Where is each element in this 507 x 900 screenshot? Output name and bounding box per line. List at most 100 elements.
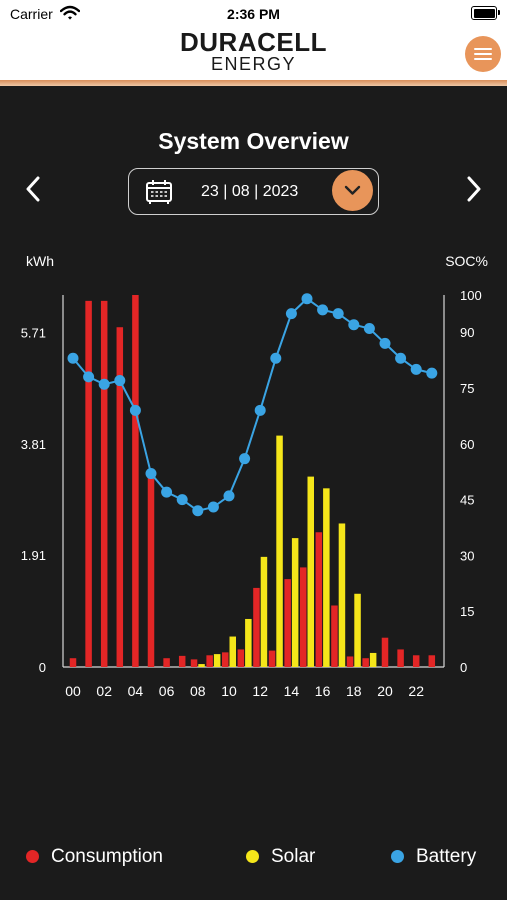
battery-point bbox=[145, 468, 157, 480]
status-bar: Carrier 2:36 PM bbox=[0, 0, 507, 28]
carrier-label: Carrier bbox=[10, 6, 53, 22]
x-tick-label: 22 bbox=[408, 683, 424, 699]
brand-sub: ENERGY bbox=[210, 54, 297, 74]
battery-line bbox=[72, 297, 433, 512]
right-tick-label: 15 bbox=[460, 604, 474, 619]
legend-label: Consumption bbox=[51, 846, 163, 867]
battery-point bbox=[332, 308, 344, 320]
header-accent-strip bbox=[0, 80, 507, 86]
next-day-button[interactable] bbox=[465, 176, 483, 202]
consumption-bar bbox=[163, 658, 170, 667]
consumption-bar bbox=[346, 656, 354, 667]
legend-consumption: Consumption bbox=[26, 846, 163, 868]
battery-point bbox=[379, 337, 391, 349]
right-tick-label: 90 bbox=[460, 325, 474, 340]
battery-point bbox=[114, 375, 126, 387]
battery-point bbox=[270, 352, 282, 364]
battery-point bbox=[395, 352, 407, 364]
battery-point bbox=[254, 404, 266, 416]
battery-point bbox=[98, 378, 110, 390]
x-tick-label: 14 bbox=[284, 683, 300, 699]
battery-point bbox=[192, 505, 204, 517]
consumption-bar bbox=[428, 655, 436, 667]
consumption-bar bbox=[190, 659, 198, 667]
menu-button[interactable] bbox=[465, 36, 501, 72]
x-tick-label: 16 bbox=[315, 683, 331, 699]
battery-point bbox=[176, 494, 188, 506]
left-tick-label: 1.91 bbox=[21, 548, 46, 563]
page-title: System Overview bbox=[158, 128, 349, 154]
x-tick-label: 02 bbox=[96, 683, 112, 699]
left-tick-label: 0 bbox=[39, 660, 46, 675]
consumption-bar bbox=[412, 655, 420, 667]
selected-date: 23 | 08 | 2023 bbox=[201, 183, 299, 200]
consumption-bar bbox=[362, 658, 369, 667]
chevron-down-icon bbox=[344, 185, 361, 195]
legend-label: Battery bbox=[416, 846, 477, 867]
consumption-bar bbox=[100, 300, 108, 667]
battery-point bbox=[83, 371, 95, 383]
x-tick-label: 18 bbox=[346, 683, 362, 699]
clock: 2:36 PM bbox=[227, 6, 280, 22]
solar-bar bbox=[198, 664, 205, 667]
consumption-bar bbox=[315, 532, 323, 667]
consumption-bar bbox=[147, 476, 155, 667]
left-axis-label: kWh bbox=[26, 253, 54, 269]
battery-point bbox=[363, 322, 375, 334]
right-axis-label: SOC% bbox=[445, 253, 488, 269]
battery-icon bbox=[471, 6, 500, 20]
previous-day-button[interactable] bbox=[24, 176, 42, 202]
consumption-bar bbox=[222, 652, 229, 667]
battery-swatch bbox=[391, 850, 404, 863]
right-tick-label: 75 bbox=[460, 381, 474, 396]
consumption-bar bbox=[397, 649, 404, 667]
solar-bar bbox=[307, 476, 314, 667]
battery-point bbox=[239, 453, 251, 465]
battery-point bbox=[67, 352, 79, 364]
x-tick-label: 04 bbox=[128, 683, 144, 699]
consumption-bar bbox=[268, 650, 276, 667]
solar-bar bbox=[369, 652, 377, 667]
solar-bar bbox=[245, 618, 252, 667]
consumption-swatch bbox=[26, 850, 39, 863]
left-tick-label: 5.71 bbox=[21, 325, 46, 340]
consumption-bar bbox=[237, 649, 245, 667]
date-picker[interactable]: 23 | 08 | 2023 bbox=[128, 168, 379, 215]
solar-bar bbox=[323, 488, 330, 667]
right-tick-label: 0 bbox=[460, 660, 467, 675]
x-tick-label: 00 bbox=[65, 683, 81, 699]
calendar-icon bbox=[146, 180, 172, 204]
brand-logo: DURACELL ENERGY bbox=[0, 28, 507, 74]
x-tick-label: 20 bbox=[377, 683, 393, 699]
solar-bar bbox=[260, 556, 268, 667]
right-tick-label: 45 bbox=[460, 493, 474, 508]
battery-point bbox=[301, 293, 313, 305]
solar-bar bbox=[291, 538, 299, 667]
battery-point bbox=[426, 367, 438, 379]
consumption-bar bbox=[85, 300, 92, 667]
battery-point bbox=[223, 490, 235, 502]
consumption-bar bbox=[331, 605, 338, 667]
solar-swatch bbox=[246, 850, 259, 863]
date-dropdown-button[interactable] bbox=[332, 170, 373, 211]
energy-chart: kWh SOC% 01.913.815.71015304560759010000… bbox=[21, 253, 488, 699]
wifi-icon bbox=[59, 5, 81, 26]
consumption-bar bbox=[206, 655, 213, 667]
brand-name: DURACELL bbox=[180, 27, 327, 57]
right-tick-label: 30 bbox=[460, 548, 474, 563]
solar-bar bbox=[276, 435, 283, 667]
battery-point bbox=[285, 308, 297, 320]
consumption-bar bbox=[116, 327, 124, 667]
solar-bar bbox=[229, 636, 236, 667]
right-tick-label: 100 bbox=[460, 288, 482, 303]
right-tick-label: 60 bbox=[460, 437, 474, 452]
consumption-bar bbox=[178, 655, 186, 667]
solar-bar bbox=[213, 654, 221, 667]
legend-battery: Battery bbox=[391, 846, 476, 868]
battery-point bbox=[410, 363, 422, 375]
x-tick-label: 08 bbox=[190, 683, 206, 699]
legend-label: Solar bbox=[271, 846, 316, 867]
consumption-bar bbox=[132, 295, 139, 667]
consumption-bar bbox=[284, 579, 291, 667]
legend-solar: Solar bbox=[246, 846, 315, 868]
